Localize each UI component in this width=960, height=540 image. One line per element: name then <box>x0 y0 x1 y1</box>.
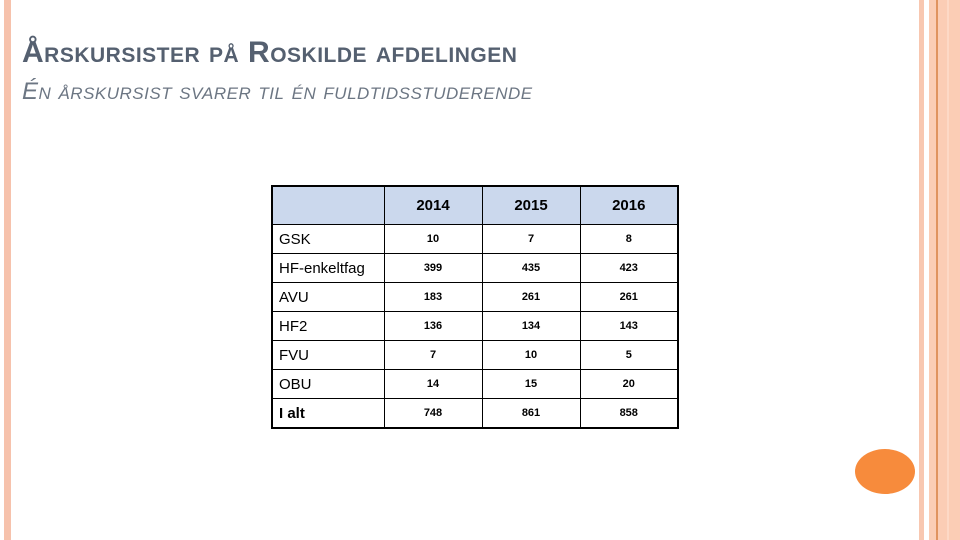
cell-value: 14 <box>383 369 483 399</box>
cell-value: 136 <box>383 311 483 341</box>
header-cell-2016: 2016 <box>579 185 679 225</box>
cell-value: 861 <box>481 398 581 429</box>
slide-title: Årskursister på Roskilde afdelingen <box>22 36 518 69</box>
right-accent-stripe-thin <box>919 0 924 540</box>
table-header-row: 2014 2015 2016 <box>271 185 679 225</box>
cell-value: 143 <box>579 311 679 341</box>
cell-value: 10 <box>383 224 483 254</box>
table-row-hf-enkeltfag: HF-enkeltfag 399 435 423 <box>271 253 679 283</box>
header-cell-2014: 2014 <box>383 185 483 225</box>
slide-subtitle: Én årskursist svarer til én fuldtidsstud… <box>22 78 533 105</box>
header-cell-2015: 2015 <box>481 185 581 225</box>
table-row-avu: AVU 183 261 261 <box>271 282 679 312</box>
table-row-hf2: HF2 136 134 143 <box>271 311 679 341</box>
right-accent-band <box>929 0 960 540</box>
cell-value: 8 <box>579 224 679 254</box>
row-label: HF-enkeltfag <box>271 253 385 283</box>
cell-value: 20 <box>579 369 679 399</box>
table-row-total: I alt 748 861 858 <box>271 398 679 429</box>
cell-value: 15 <box>481 369 581 399</box>
cell-value: 423 <box>579 253 679 283</box>
table-row-obu: OBU 14 15 20 <box>271 369 679 399</box>
row-label: AVU <box>271 282 385 312</box>
orange-ellipse-decoration <box>855 449 915 494</box>
cell-value: 399 <box>383 253 483 283</box>
row-label: HF2 <box>271 311 385 341</box>
left-accent-stripe <box>4 0 11 540</box>
table-row-gsk: GSK 10 7 8 <box>271 224 679 254</box>
cell-value: 858 <box>579 398 679 429</box>
cell-value: 7 <box>481 224 581 254</box>
cell-value: 261 <box>481 282 581 312</box>
enrollment-table: 2014 2015 2016 GSK 10 7 8 HF-enkeltfag 3… <box>271 185 679 429</box>
cell-value: 134 <box>481 311 581 341</box>
cell-value: 183 <box>383 282 483 312</box>
cell-value: 435 <box>481 253 581 283</box>
cell-value: 261 <box>579 282 679 312</box>
row-label: GSK <box>271 224 385 254</box>
row-label: OBU <box>271 369 385 399</box>
cell-value: 748 <box>383 398 483 429</box>
right-accent-light-line <box>947 0 949 540</box>
row-label: I alt <box>271 398 385 429</box>
row-label: FVU <box>271 340 385 370</box>
cell-value: 5 <box>579 340 679 370</box>
right-accent-dark-line <box>936 0 938 540</box>
table-row-fvu: FVU 7 10 5 <box>271 340 679 370</box>
cell-value: 10 <box>481 340 581 370</box>
header-cell-empty <box>271 185 385 225</box>
cell-value: 7 <box>383 340 483 370</box>
